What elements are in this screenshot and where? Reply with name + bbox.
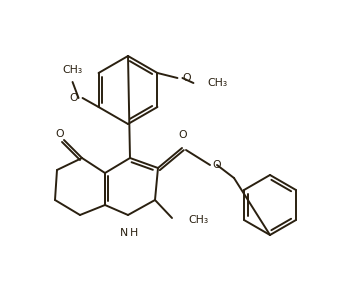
Text: N: N (120, 228, 128, 238)
Text: CH₃: CH₃ (62, 65, 83, 75)
Text: H: H (130, 228, 138, 238)
Text: O: O (182, 73, 191, 83)
Text: O: O (56, 129, 64, 139)
Text: O: O (69, 93, 77, 103)
Text: O: O (179, 130, 187, 140)
Text: CH₃: CH₃ (207, 78, 228, 88)
Text: O: O (212, 160, 220, 170)
Text: CH₃: CH₃ (188, 215, 208, 225)
